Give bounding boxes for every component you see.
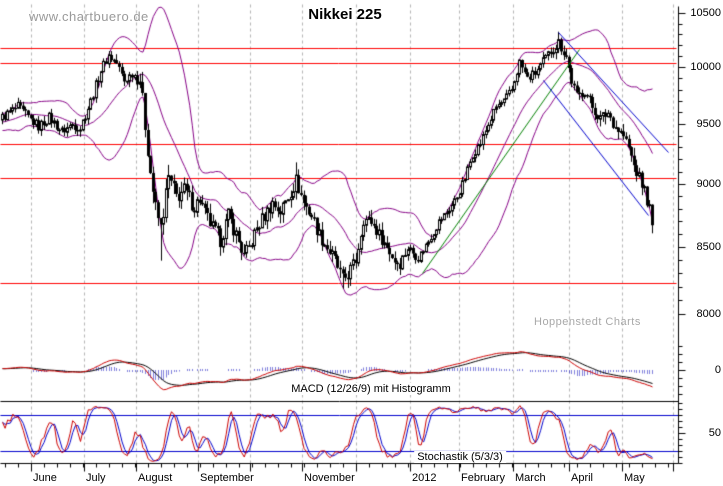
x-axis-label: August (138, 472, 173, 484)
page-title: Nikkei 225 (308, 6, 382, 23)
y-axis-label: 8000 (696, 308, 721, 320)
stoch-label: Stochastik (5/3/3) (414, 451, 506, 463)
x-axis-label: March (515, 472, 546, 484)
macd-label: MACD (12/26/9) mit Histogramm (288, 383, 454, 395)
x-axis-label: November (304, 472, 355, 484)
stoch-mid-label: 50 (708, 427, 721, 439)
y-axis-label: 9500 (696, 118, 721, 130)
x-axis-label: 2012 (412, 472, 437, 484)
y-axis-label: 10000 (690, 61, 721, 73)
y-axis-label: 9000 (696, 178, 721, 190)
watermark-hoppenstedt: Hoppenstedt Charts (534, 316, 641, 328)
y-axis-label: 10500 (690, 7, 721, 19)
y-axis-label: 8500 (696, 241, 721, 253)
x-axis-label: April (571, 472, 594, 484)
x-axis-label: May (624, 472, 645, 484)
x-axis-label: July (86, 472, 106, 484)
macd-zero-label: 0 (714, 364, 721, 376)
x-axis-label: February (461, 472, 506, 484)
x-axis-label: September (200, 472, 254, 484)
x-axis-label: June (33, 472, 57, 484)
watermark-chartbuero: www.chartbuero.de (29, 9, 149, 24)
